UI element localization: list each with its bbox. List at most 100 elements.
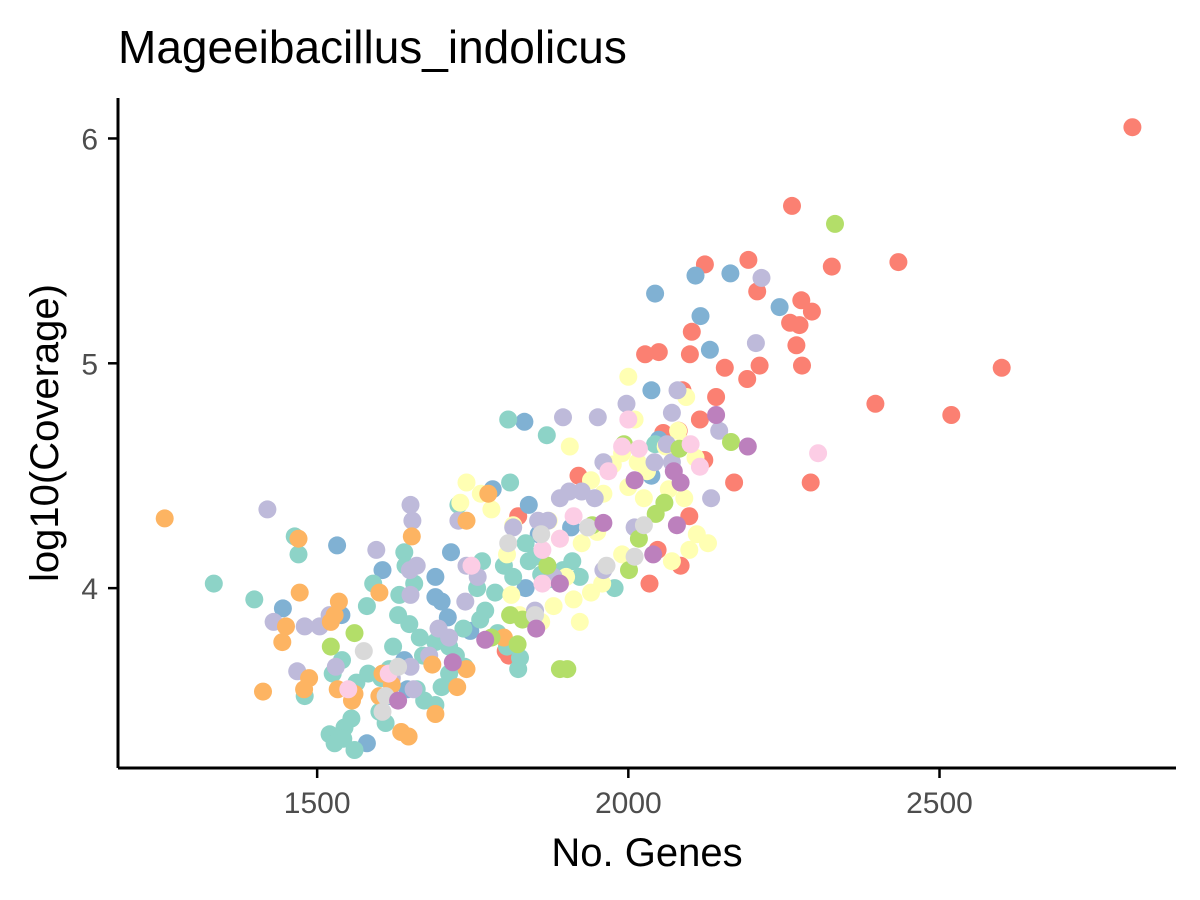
data-point [700,340,719,359]
data-point [669,421,688,440]
data-point [1123,118,1142,137]
data-point [866,394,885,413]
data-point [792,291,811,310]
data-point [702,489,721,508]
data-point [384,637,403,656]
data-point [636,345,655,364]
data-point [401,495,420,514]
data-point [748,282,767,301]
data-point [619,410,638,429]
x-axis-ticks: 1500 2000 2500 [284,768,973,820]
data-point [725,473,744,492]
data-point [451,493,470,512]
data-point [564,507,583,526]
data-point [389,691,408,710]
data-point [690,457,709,476]
data-point [325,734,344,753]
data-point [634,489,653,508]
data-point [501,473,520,492]
y-axis-title: log10(Coverage) [23,284,67,582]
data-point [357,597,376,616]
x-tick-label: 2000 [595,787,662,820]
data-point [277,617,295,636]
data-point [440,628,459,647]
data-point [686,266,705,285]
data-point [499,410,518,429]
data-point [572,534,591,553]
data-point [680,345,699,364]
data-point [560,437,579,456]
data-point [625,547,644,566]
data-point [527,619,546,638]
data-point [588,408,607,427]
y-tick-label: 6 [81,123,98,156]
data-point [629,529,648,548]
data-point [691,307,710,326]
data-point [516,534,535,553]
data-point [482,500,501,519]
points-layer [155,118,1142,759]
data-point [707,388,726,406]
data-point [245,590,264,609]
data-point [619,367,638,386]
data-point [457,473,476,492]
data-point [254,682,272,701]
data-point [682,322,701,341]
data-point [526,606,544,625]
data-point [273,633,292,652]
chart-title: Mageeibacillus_indolicus [118,21,627,73]
data-point [570,612,589,631]
data-point [533,540,552,559]
data-point [155,509,174,528]
data-point [593,574,612,593]
data-point [585,489,604,508]
data-point [370,583,389,602]
data-point [321,612,340,631]
data-point [770,298,789,317]
data-point [407,556,426,575]
data-point [479,484,498,503]
data-point [889,253,908,272]
data-point [486,583,505,602]
data-point [613,437,632,456]
data-point [515,412,534,431]
data-point [516,579,535,598]
data-point [645,453,664,472]
y-axis-ticks: 4 5 6 [81,123,118,606]
data-point [443,653,462,672]
data-point [456,592,475,611]
data-point [826,214,844,233]
data-point [625,471,644,490]
data-point [432,592,451,611]
data-point [328,536,347,555]
y-tick-label: 4 [81,573,98,606]
data-point [721,264,740,283]
data-point [671,473,690,492]
data-point [802,302,821,321]
data-point [502,585,521,604]
data-point [649,343,668,362]
y-tick-label: 5 [81,348,98,381]
data-point [690,410,709,429]
data-point [680,540,699,559]
data-point [290,583,309,602]
data-point [457,660,476,679]
data-point [426,567,445,586]
data-point [426,705,445,723]
data-point [539,511,557,530]
data-point [783,196,801,215]
data-point [454,619,473,638]
data-point [389,657,408,676]
data-point [715,358,734,377]
data-point [662,403,681,422]
data-point [321,637,340,656]
data-point [681,435,700,454]
data-point [373,561,392,580]
data-point [617,394,636,413]
data-point [345,624,364,643]
data-point [345,741,364,759]
data-point [504,567,523,586]
data-point [404,680,423,699]
data-point [668,381,687,400]
